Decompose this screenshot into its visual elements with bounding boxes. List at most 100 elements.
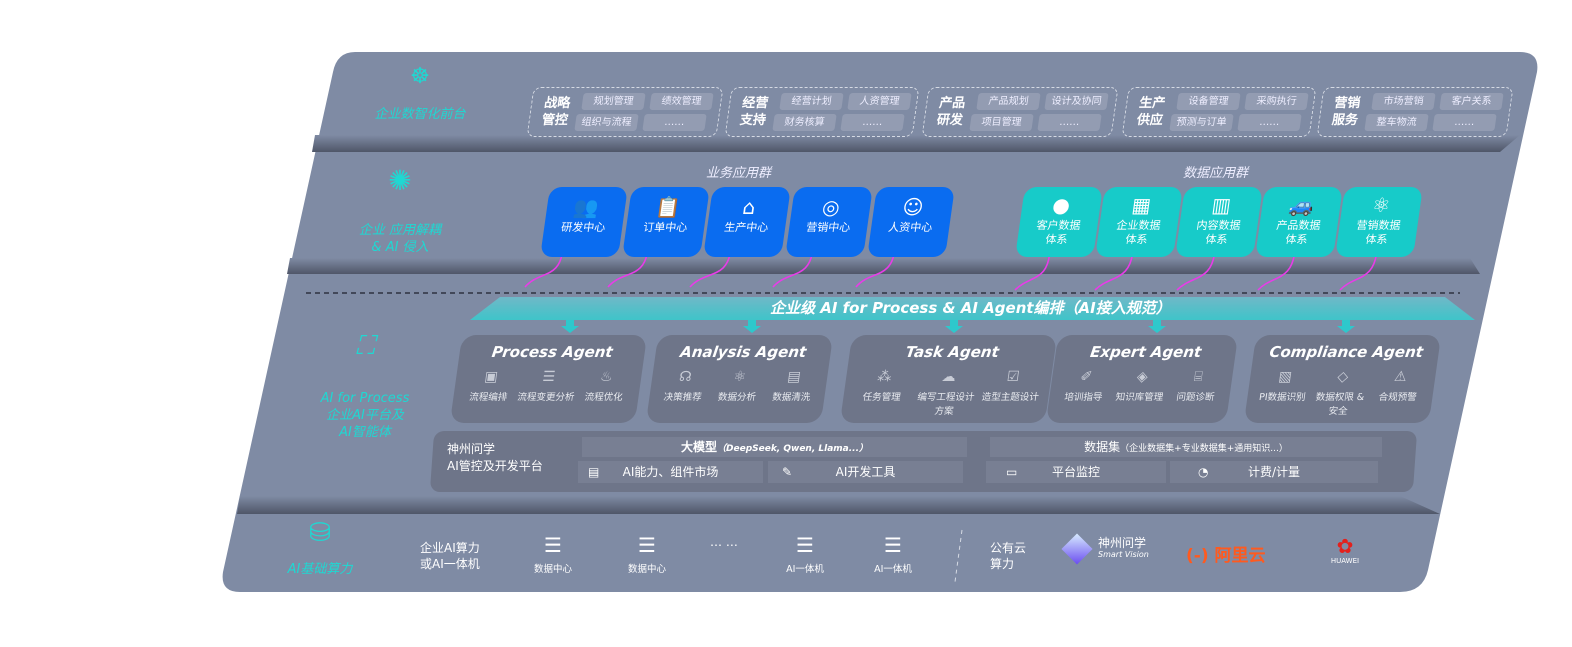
user-icon: ● xyxy=(1050,193,1072,217)
capability-label: 流程变更分析 xyxy=(516,392,576,403)
data-apps-title: 数据应用群 xyxy=(1183,166,1249,181)
books-icon: ▥ xyxy=(1210,193,1233,217)
business-app[interactable]: ☺ 人资中心 xyxy=(867,187,955,257)
enterprise-compute-1: 企业AI算力 xyxy=(420,541,480,555)
smartvision-cn: 神州问学 xyxy=(1098,536,1147,550)
server-icon: ☰ xyxy=(796,533,814,557)
business-app[interactable]: ⌂ 生产中心 xyxy=(703,187,791,257)
module-chip[interactable]: 客户关系 xyxy=(1439,93,1504,110)
monitor-label: 平台监控 xyxy=(1051,465,1100,479)
huawei-logo: ✿ HUAWEI xyxy=(1322,535,1368,565)
module-chip[interactable]: 整车物流 xyxy=(1364,114,1429,131)
module-chip[interactable]: …… xyxy=(1237,114,1302,131)
network-icon: ⁂ xyxy=(876,369,893,385)
group-title: 产品研发 xyxy=(935,96,967,128)
dataset-label: 数据集 xyxy=(1084,440,1121,454)
module-chip[interactable]: …… xyxy=(1432,114,1497,131)
agent-card[interactable]: Expert Agent ✐ 培训指导 ◈ 知识库管理 ⌸ 问题诊断 xyxy=(1045,335,1239,423)
module-chip[interactable]: …… xyxy=(1037,114,1102,131)
cloud-icon: ☁ xyxy=(940,369,957,385)
monitor-cell[interactable]: ▭ 平台监控 xyxy=(986,461,1166,483)
building-icon: ▦ xyxy=(1130,193,1153,217)
compute-label: AI基础算力 xyxy=(287,562,353,577)
module-chip[interactable]: 产品规划 xyxy=(976,93,1041,110)
module-chip[interactable]: 绩效管理 xyxy=(649,93,714,110)
app-label: 生产中心 xyxy=(723,221,770,234)
ai-label-2: 企业AI平台及 xyxy=(326,408,404,423)
capability-label: 问题诊断 xyxy=(1175,392,1216,403)
agent-capability: ◈ 知识库管理 xyxy=(1111,369,1172,403)
server-label: 数据中心 xyxy=(627,564,666,575)
model-cell: 大模型（DeepSeek, Qwen, Llama...） xyxy=(582,437,967,457)
shield-icon: ◇ xyxy=(1336,369,1350,385)
capability-label: 培训指导 xyxy=(1063,392,1104,403)
dataset-cell: 数据集（企业数据集+专业数据集+通用知识...） xyxy=(990,437,1382,457)
agent-card[interactable]: Process Agent ▣ 流程编排 ☰ 流程变更分析 ♨ 流程优化 xyxy=(449,335,648,423)
agent-card[interactable]: Task Agent ⁂ 任务管理 ☁ 编写工程设计方案 ☑ 造型主题设计 xyxy=(839,335,1058,423)
app-label: 体系 xyxy=(1284,233,1309,246)
group-title: 营销服务 xyxy=(1330,96,1362,128)
devtools-cell[interactable]: ✎ AI开发工具 xyxy=(768,461,963,483)
atom-icon: ⚛ xyxy=(732,369,748,385)
model-note: （DeepSeek, Qwen, Llama...） xyxy=(717,444,868,454)
capability-label: 流程优化 xyxy=(583,392,624,403)
capability-label: 造型主题设计 xyxy=(980,392,1040,403)
app-label: 内容数据 xyxy=(1195,219,1242,232)
diamond-icon xyxy=(1061,533,1093,565)
billing-cell[interactable]: ◔ 计费/计量 xyxy=(1170,461,1378,483)
app-label: 营销数据 xyxy=(1355,219,1402,232)
module-chip[interactable]: …… xyxy=(642,114,707,131)
module-chip[interactable]: 经营计划 xyxy=(779,93,844,110)
business-app[interactable]: 📋 订单中心 xyxy=(622,187,710,257)
data-app[interactable]: ▥ 内容数据 体系 xyxy=(1175,187,1263,257)
smartvision-logo: 神州问学 Smart Vision xyxy=(1061,533,1149,565)
market-cell[interactable]: ▤ AI能力、组件市场 xyxy=(578,461,763,483)
business-app[interactable]: 👥 研发中心 xyxy=(540,187,628,257)
platform-title-2: AI管控及开发平台 xyxy=(447,459,543,473)
module-chip[interactable]: 市场营销 xyxy=(1371,93,1436,110)
app-label: 营销中心 xyxy=(805,221,852,234)
app-label: 体系 xyxy=(1044,233,1069,246)
data-app[interactable]: ● 客户数据 体系 xyxy=(1015,187,1103,257)
factory-icon: ⌂ xyxy=(741,195,758,219)
server-icon: ☰ xyxy=(884,533,902,557)
doc-icon: ▤ xyxy=(786,369,802,385)
module-chip[interactable]: …… xyxy=(840,114,905,131)
billing-label: 计费/计量 xyxy=(1247,465,1301,479)
molecule-icon: ✺ xyxy=(388,164,412,197)
module-chip[interactable]: 人资管理 xyxy=(847,93,912,110)
module-chip[interactable]: 财务核算 xyxy=(772,114,837,131)
devtools-icon: ✎ xyxy=(782,465,793,479)
module-chip[interactable]: 组织与流程 xyxy=(574,114,639,131)
business-app[interactable]: ◎ 营销中心 xyxy=(785,187,873,257)
module-chip[interactable]: 设备管理 xyxy=(1176,93,1241,110)
chart-icon: ▣ xyxy=(483,369,499,385)
agent-title: Analysis Agent xyxy=(679,343,808,361)
capability-label: 编写工程设计方案 xyxy=(916,392,976,417)
person-icon: ☺ xyxy=(900,195,926,219)
group-title: 生产供应 xyxy=(1135,96,1167,128)
module-chip[interactable]: 采购执行 xyxy=(1244,93,1309,110)
data-app[interactable]: ⚛ 营销数据 体系 xyxy=(1335,187,1423,257)
enterprise-compute: 企业AI算力 或AI一体机 xyxy=(420,540,480,572)
module-chip[interactable]: 项目管理 xyxy=(969,114,1034,131)
agent-card[interactable]: Analysis Agent ☊ 决策推荐 ⚛ 数据分析 ▤ 数据清洗 xyxy=(645,335,834,423)
server-label: 数据中心 xyxy=(533,564,572,575)
capability-label: PI数据识别 xyxy=(1258,392,1307,403)
business-apps-title: 业务应用群 xyxy=(706,166,772,181)
app-label: 人资中心 xyxy=(887,221,934,234)
module-chip[interactable]: 规划管理 xyxy=(581,93,646,110)
aliyun-logo: (-) 阿里云 xyxy=(1186,541,1266,566)
module-chip[interactable]: 预测与订单 xyxy=(1169,114,1234,131)
dataset-note: （企业数据集+专业数据集+通用知识...） xyxy=(1120,444,1288,454)
data-app[interactable]: ▦ 企业数据 体系 xyxy=(1095,187,1183,257)
module-chip[interactable]: 设计及协同 xyxy=(1044,93,1109,110)
data-app[interactable]: 🚙 产品数据 体系 xyxy=(1255,187,1343,257)
brain-icon: ☸ xyxy=(410,64,430,89)
app-label: 产品数据 xyxy=(1275,219,1322,232)
agent-capability: ⚠ 合规预警 xyxy=(1366,369,1430,417)
devtools-label: AI开发工具 xyxy=(835,465,896,479)
agent-card[interactable]: Compliance Agent ▧ PI数据识别 ◇ 数据权限 & 安全 ⚠ 合规预警 xyxy=(1243,335,1442,423)
agent-capability: ✐ 培训指导 xyxy=(1055,369,1116,403)
target-icon: ◎ xyxy=(820,195,842,219)
